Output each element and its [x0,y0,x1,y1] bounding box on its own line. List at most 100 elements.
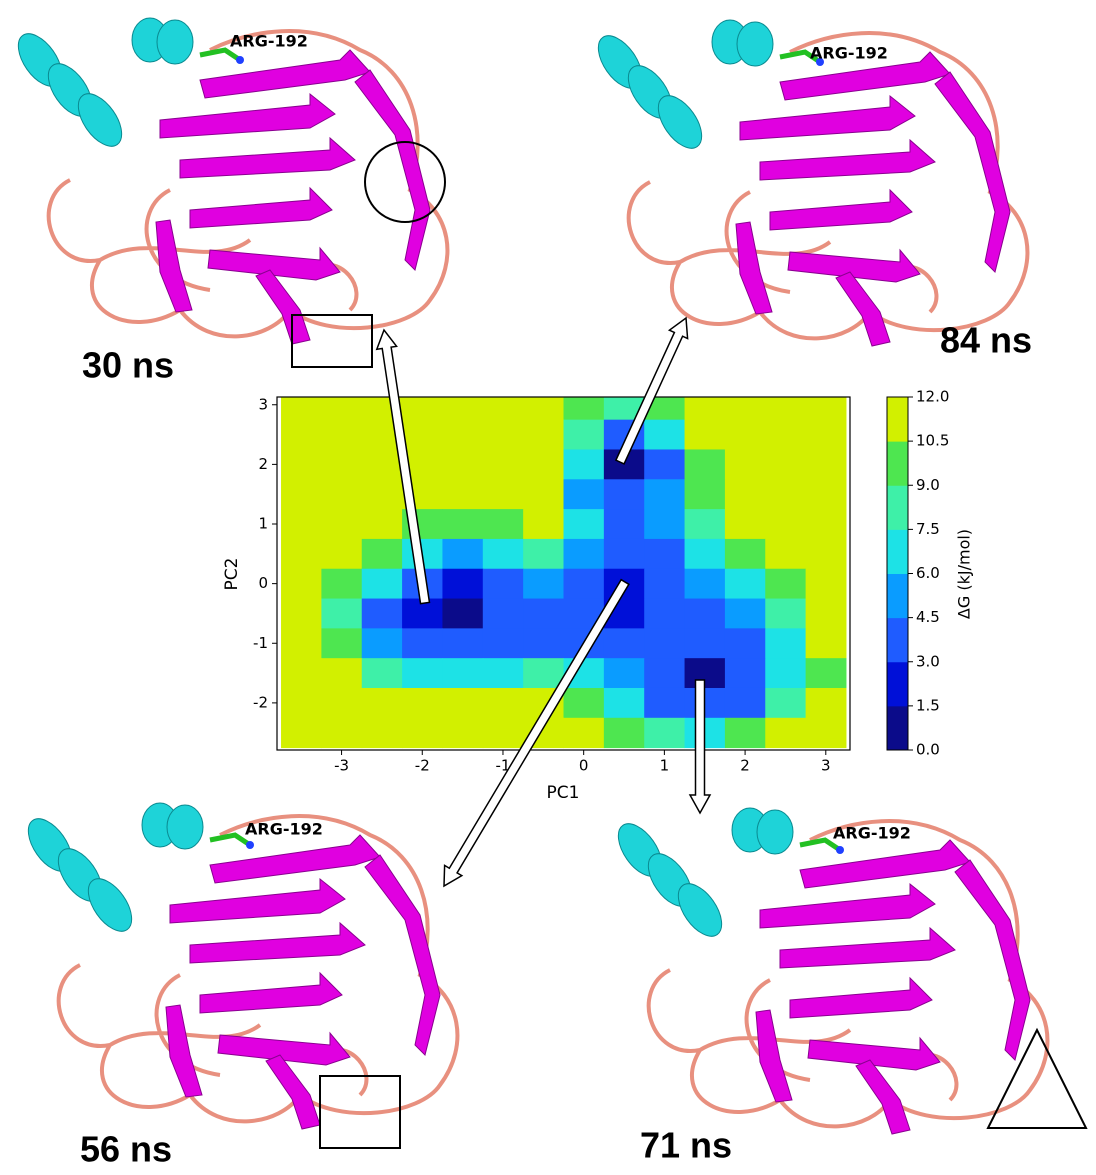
x-tick-label: -3 [334,757,349,775]
colorbar-tick-label: 0.0 [916,741,940,759]
contour-cell [684,509,726,540]
contour-cell [805,687,847,719]
panel-label: 56 ns [80,1129,172,1170]
triangle-marker [986,1027,1088,1129]
contour-cell [765,568,807,600]
x-tick-label: 0 [579,757,589,775]
contour-cell [644,538,686,570]
contour-cell [765,479,807,510]
square-marker [291,314,373,368]
residue-label: ARG-192 [230,32,308,51]
contour-cell [644,397,686,421]
contour-cell [482,628,524,659]
contour-cell [724,449,766,480]
contour-cell [442,509,484,540]
contour-cell [482,397,524,421]
contour-cell [805,598,847,629]
contour-cell [361,628,403,659]
residue-label: ARG-192 [833,824,911,843]
contour-cell [603,628,645,659]
contour-cell [805,509,847,540]
contour-cell [321,419,363,450]
contour-cell [724,397,766,421]
colorbar-tick-label: 4.5 [916,608,940,626]
structure-71ns [610,808,1048,1134]
structure-84ns [590,20,1028,346]
contour-cell [482,449,524,480]
contour-cell [563,419,605,450]
colorbar-tick-label: 3.0 [916,652,940,670]
contour-cell [321,628,363,659]
contour-cell [603,509,645,540]
contour-cell [482,687,524,719]
contour-cell [281,449,322,480]
colorbar-bin [887,529,908,574]
contour-cell [321,568,363,600]
contour-cell [523,598,564,629]
colorbar-tick-label: 7.5 [916,520,940,538]
contour-cell [724,479,766,510]
contour-cell [563,449,605,480]
contour-cell [724,687,766,719]
contour-cell [321,717,363,749]
contour-cell [442,717,484,749]
contour-cell [765,509,807,540]
y-tick-label: -2 [253,693,268,711]
contour-cell [361,568,403,600]
contour-cell [724,419,766,450]
contour-cell [442,628,484,659]
contour-cell [321,658,363,689]
contour-cell [281,397,322,421]
contour-cell [724,658,766,689]
contour-cell [805,419,847,450]
contour-cell [361,717,403,749]
contour-cell [523,568,564,600]
colorbar-bin [887,441,908,486]
contour-cell [765,449,807,480]
contour-cell [724,509,766,540]
arrow [443,578,630,888]
contour-cell [321,479,363,510]
contour-cell [281,568,322,600]
contour-cell [482,538,524,570]
contour-cell [442,449,484,480]
contour-cell [724,598,766,629]
contour-cell [361,449,403,480]
contour-cell [321,449,363,480]
contour-cell [644,658,686,689]
contour-cell [805,449,847,480]
contour-cell [321,687,363,719]
contour-cell [603,538,645,570]
contour-cell [765,538,807,570]
contour-cell [442,687,484,719]
contour-cell [805,568,847,600]
colorbar-bin [887,397,908,442]
colorbar-tick-label: 9.0 [916,476,940,494]
contour-cell [281,479,322,510]
contour-cell [805,628,847,659]
contour-cell [805,538,847,570]
contour-cell [482,509,524,540]
contour-cell [644,628,686,659]
contour-cell [321,598,363,629]
contour-cell [684,628,726,659]
x-tick-label: 1 [660,757,670,775]
x-tick-label: 2 [740,757,750,775]
residue-label: ARG-192 [245,820,323,839]
structure-30ns [10,18,448,344]
contour-cell [765,658,807,689]
contour-cell [523,449,564,480]
contour-cell [563,538,605,570]
contour-cell [805,658,847,689]
contour-cell [361,687,403,719]
colorbar-bin [887,573,908,619]
y-tick-label: 3 [258,395,268,413]
contour-cell [765,598,807,629]
contour-cell [281,717,322,749]
y-tick-label: 2 [258,455,268,473]
square-marker [319,1075,401,1149]
contour-cell [281,419,322,450]
plot-frame [276,396,851,751]
contour-cell [563,717,605,749]
